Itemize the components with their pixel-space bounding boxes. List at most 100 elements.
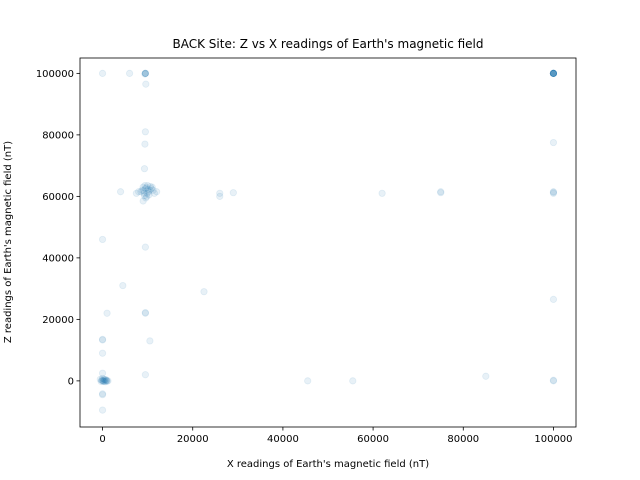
data-point: [99, 376, 107, 385]
data-point: [304, 377, 312, 385]
data-point: [103, 309, 111, 317]
data-point: [141, 243, 149, 251]
data-point: [141, 69, 149, 77]
data-point: [98, 349, 107, 357]
data-point: [141, 69, 149, 77]
data-point: [98, 374, 107, 383]
data-point: [102, 377, 110, 385]
data-point: [102, 376, 110, 384]
data-point: [150, 189, 158, 197]
data-point: [349, 377, 357, 385]
x-tick-label: 80000: [447, 434, 479, 445]
x-tick-label: 60000: [357, 434, 389, 445]
data-point: [549, 188, 558, 196]
data-point: [437, 188, 445, 196]
data-point: [141, 182, 149, 190]
data-point: [100, 377, 108, 385]
x-tick-label: 20000: [177, 434, 209, 445]
data-point: [144, 186, 152, 194]
data-point: [140, 192, 149, 200]
data-point: [549, 69, 558, 77]
data-point: [143, 189, 151, 197]
data-point: [98, 235, 107, 244]
data-point: [141, 185, 149, 193]
y-axis-label: Z readings of Earth's magnetic field (nT…: [3, 141, 14, 343]
data-point: [142, 194, 150, 202]
data-point: [549, 69, 558, 77]
data-point: [142, 80, 150, 88]
y-tick-label: 100000: [36, 69, 74, 80]
data-point: [145, 191, 153, 199]
data-point: [135, 188, 143, 196]
data-point: [143, 192, 151, 200]
chart-title: BACK Site: Z vs X readings of Earth's ma…: [173, 37, 484, 51]
data-point: [141, 70, 149, 78]
data-point: [141, 371, 149, 379]
data-point: [549, 377, 558, 385]
data-point: [132, 189, 140, 197]
data-point: [138, 186, 146, 194]
data-point: [153, 188, 161, 196]
data-point: [549, 188, 558, 196]
data-point: [549, 376, 558, 384]
data-point: [98, 390, 107, 398]
data-point: [142, 184, 150, 192]
data-point: [146, 182, 154, 191]
data-point: [229, 189, 237, 197]
x-axis-ticks: 0 20000 40000 60000 80000 100000: [99, 427, 573, 445]
data-point: [482, 372, 490, 380]
y-tick-label: 20000: [42, 315, 74, 326]
plot-frame: [79, 57, 577, 428]
data-point: [549, 69, 558, 77]
data-point: [141, 128, 149, 136]
data-point: [140, 189, 148, 197]
y-tick-label: 60000: [42, 192, 74, 203]
data-point: [98, 336, 107, 344]
data-point: [141, 309, 149, 317]
data-point: [97, 377, 105, 386]
data-point: [549, 69, 558, 77]
y-tick-label: 0: [68, 376, 74, 387]
data-point: [549, 69, 558, 77]
data-point: [378, 189, 386, 197]
data-point: [549, 295, 558, 303]
data-point: [137, 188, 145, 196]
data-point: [141, 69, 149, 77]
data-point: [141, 309, 149, 317]
data-point: [146, 186, 154, 194]
data-point: [98, 69, 107, 77]
data-point: [139, 183, 147, 191]
x-tick-label: 0: [99, 434, 105, 445]
data-point: [549, 69, 558, 77]
data-point: [149, 186, 157, 194]
data-point: [144, 182, 152, 190]
data-point: [549, 69, 558, 77]
data-point: [96, 375, 104, 383]
y-tick-label: 40000: [42, 253, 74, 264]
data-point: [146, 337, 154, 345]
y-axis-ticks: 0 20000 40000 60000 80000 100000: [36, 69, 80, 387]
data-point: [139, 187, 148, 195]
data-point: [144, 188, 153, 196]
data-point: [549, 69, 558, 77]
data-point: [549, 189, 558, 197]
data-point: [141, 69, 149, 77]
data-point: [98, 391, 107, 399]
data-point: [437, 189, 445, 197]
data-point: [100, 375, 108, 383]
data-point: [98, 406, 107, 414]
x-tick-label: 40000: [267, 434, 299, 445]
data-point: [103, 377, 111, 385]
data-point: [99, 377, 108, 386]
data-point: [549, 138, 558, 147]
data-point: [549, 69, 558, 77]
data-point: [148, 183, 156, 191]
y-tick-label: 80000: [42, 130, 74, 141]
data-point: [147, 185, 155, 193]
data-point: [216, 189, 224, 197]
data-point: [116, 188, 125, 196]
data-point: [126, 69, 134, 77]
data-point: [101, 376, 109, 384]
data-point: [103, 376, 111, 384]
